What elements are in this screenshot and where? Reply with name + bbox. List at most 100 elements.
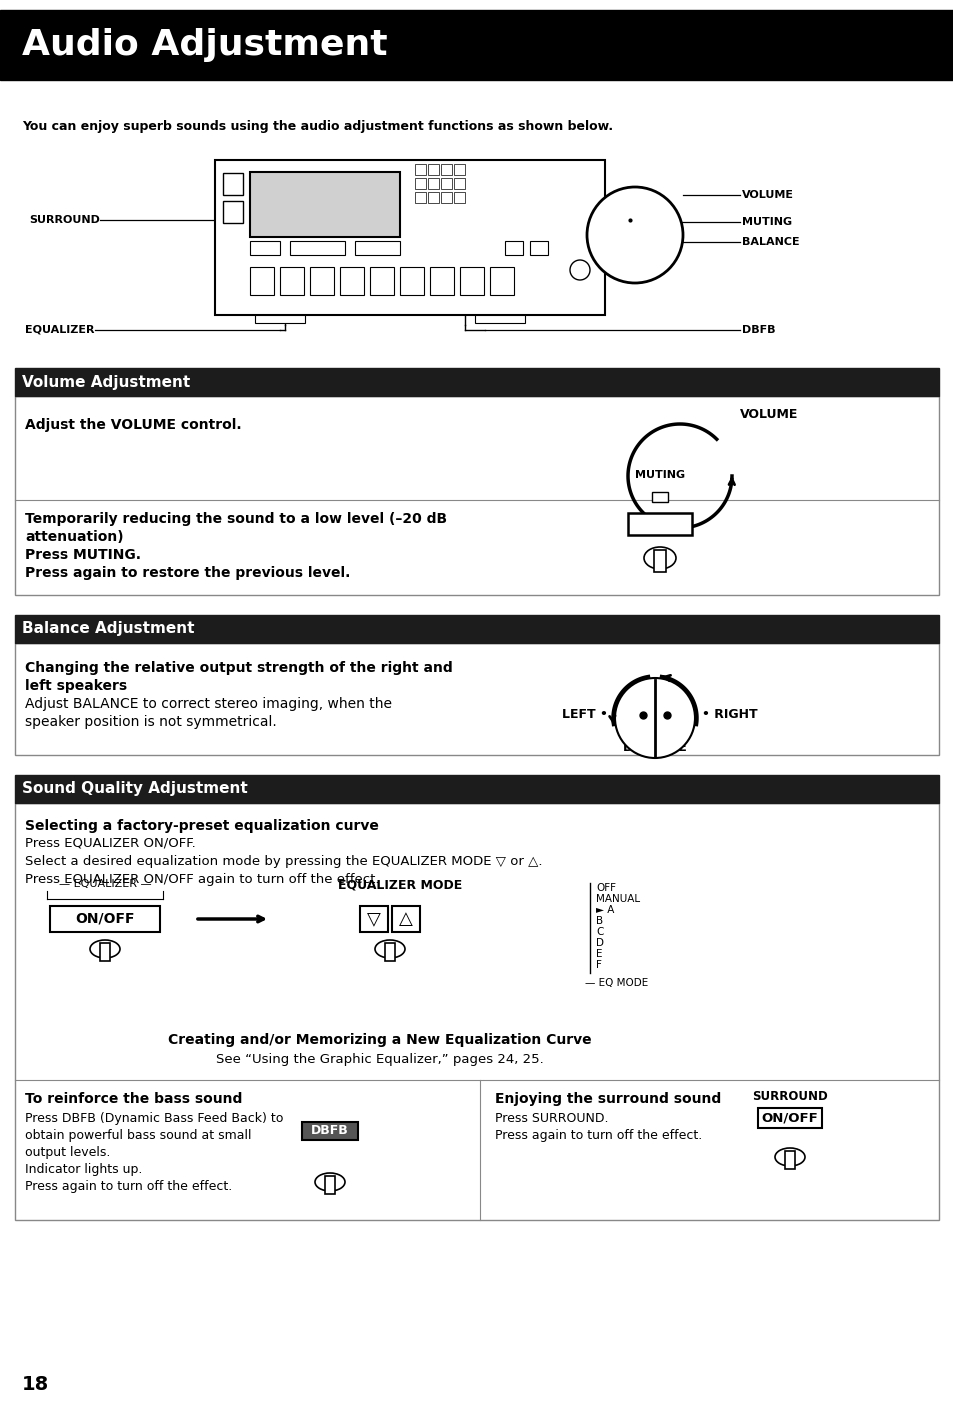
Text: Audio Adjustment: Audio Adjustment xyxy=(22,28,387,62)
Text: Adjust the VOLUME control.: Adjust the VOLUME control. xyxy=(25,419,241,433)
Text: DBFB: DBFB xyxy=(741,325,775,335)
Text: VOLUME: VOLUME xyxy=(740,409,798,421)
Bar xyxy=(250,240,280,255)
Text: EQUALIZER MODE: EQUALIZER MODE xyxy=(337,878,461,891)
Bar xyxy=(15,643,938,755)
Bar xyxy=(399,267,423,296)
Bar xyxy=(100,943,110,962)
Ellipse shape xyxy=(643,547,676,568)
Bar xyxy=(15,803,938,1220)
Text: VOLUME: VOLUME xyxy=(741,189,793,199)
Bar xyxy=(339,267,364,296)
Bar xyxy=(370,267,394,296)
Bar xyxy=(15,615,938,643)
Text: B: B xyxy=(596,916,602,926)
Bar xyxy=(254,315,305,322)
Text: To reinforce the bass sound: To reinforce the bass sound xyxy=(25,1092,242,1106)
Text: Temporarily reducing the sound to a low level (–20 dB: Temporarily reducing the sound to a low … xyxy=(25,512,447,526)
Text: SURROUND: SURROUND xyxy=(30,215,100,225)
Bar xyxy=(223,173,243,195)
Text: Press DBFB (Dynamic Bass Feed Back) to: Press DBFB (Dynamic Bass Feed Back) to xyxy=(25,1111,283,1126)
Circle shape xyxy=(586,187,682,283)
Text: — EQUALIZER —: — EQUALIZER — xyxy=(59,880,152,889)
Text: F: F xyxy=(596,960,601,970)
Bar xyxy=(654,550,665,573)
Text: SURROUND: SURROUND xyxy=(751,1090,827,1103)
Ellipse shape xyxy=(375,940,405,959)
Text: Press MUTING.: Press MUTING. xyxy=(25,549,141,561)
Text: Balance Adjustment: Balance Adjustment xyxy=(22,622,194,636)
Text: ON/OFF: ON/OFF xyxy=(75,912,134,926)
Bar xyxy=(0,10,953,81)
Text: MUTING: MUTING xyxy=(741,216,791,228)
Bar xyxy=(392,906,419,932)
Bar xyxy=(504,240,522,255)
Ellipse shape xyxy=(774,1148,804,1167)
Text: output levels.: output levels. xyxy=(25,1145,111,1159)
Text: △: △ xyxy=(398,911,413,928)
Bar xyxy=(250,267,274,296)
Text: speaker position is not symmetrical.: speaker position is not symmetrical. xyxy=(25,715,276,730)
Bar xyxy=(651,492,667,502)
Text: — EQ MODE: — EQ MODE xyxy=(584,978,648,988)
Text: DBFB: DBFB xyxy=(311,1124,349,1137)
Text: Press EQUALIZER ON/OFF again to turn off the effect.: Press EQUALIZER ON/OFF again to turn off… xyxy=(25,872,379,887)
Bar xyxy=(784,1151,794,1169)
Text: MANUAL: MANUAL xyxy=(596,894,639,904)
Bar xyxy=(15,368,938,396)
Bar xyxy=(440,164,452,175)
Bar xyxy=(250,173,399,238)
Text: attenuation): attenuation) xyxy=(25,530,124,544)
Text: C: C xyxy=(596,928,602,937)
Text: Press SURROUND.: Press SURROUND. xyxy=(495,1111,608,1126)
Bar xyxy=(415,164,426,175)
Text: MUTING: MUTING xyxy=(635,469,684,479)
Text: BALANCE: BALANCE xyxy=(741,238,799,247)
Bar xyxy=(325,1176,335,1193)
Bar xyxy=(428,192,438,204)
Bar xyxy=(758,1109,821,1128)
Bar xyxy=(302,1121,357,1140)
Bar xyxy=(454,164,464,175)
Bar xyxy=(355,240,399,255)
Bar xyxy=(440,178,452,189)
Text: 18: 18 xyxy=(22,1374,50,1394)
Text: Sound Quality Adjustment: Sound Quality Adjustment xyxy=(22,782,248,796)
Bar xyxy=(15,396,938,595)
Text: D: D xyxy=(596,937,603,947)
Bar xyxy=(627,513,691,534)
Text: Press EQUALIZER ON/OFF.: Press EQUALIZER ON/OFF. xyxy=(25,837,195,850)
Bar xyxy=(454,178,464,189)
Text: obtain powerful bass sound at small: obtain powerful bass sound at small xyxy=(25,1128,252,1143)
Text: Selecting a factory-preset equalization curve: Selecting a factory-preset equalization … xyxy=(25,819,378,833)
Bar xyxy=(530,240,547,255)
Text: You can enjoy superb sounds using the audio adjustment functions as shown below.: You can enjoy superb sounds using the au… xyxy=(22,120,613,133)
Bar xyxy=(385,943,395,962)
Bar xyxy=(359,906,388,932)
Text: Press again to turn off the effect.: Press again to turn off the effect. xyxy=(495,1128,701,1143)
Text: Changing the relative output strength of the right and: Changing the relative output strength of… xyxy=(25,660,453,674)
Text: LEFT •: LEFT • xyxy=(561,708,607,721)
Circle shape xyxy=(615,677,695,758)
Bar xyxy=(223,201,243,223)
Text: See “Using the Graphic Equalizer,” pages 24, 25.: See “Using the Graphic Equalizer,” pages… xyxy=(216,1053,543,1066)
Text: Press again to restore the previous level.: Press again to restore the previous leve… xyxy=(25,566,350,580)
Text: Press again to turn off the effect.: Press again to turn off the effect. xyxy=(25,1181,232,1193)
Text: Indicator lights up.: Indicator lights up. xyxy=(25,1162,142,1176)
Bar xyxy=(310,267,334,296)
Bar xyxy=(50,906,160,932)
Text: BALANCE: BALANCE xyxy=(622,741,687,754)
Bar xyxy=(428,164,438,175)
Text: OFF: OFF xyxy=(596,882,616,894)
Text: ▽: ▽ xyxy=(367,911,380,928)
Bar xyxy=(475,315,524,322)
Bar xyxy=(290,240,345,255)
Text: • RIGHT: • RIGHT xyxy=(701,708,757,721)
Text: ON/OFF: ON/OFF xyxy=(760,1111,818,1124)
Bar xyxy=(428,178,438,189)
Bar xyxy=(440,192,452,204)
Ellipse shape xyxy=(314,1174,345,1191)
Text: Creating and/or Memorizing a New Equalization Curve: Creating and/or Memorizing a New Equaliz… xyxy=(168,1034,591,1046)
Bar xyxy=(459,267,483,296)
Circle shape xyxy=(569,260,589,280)
